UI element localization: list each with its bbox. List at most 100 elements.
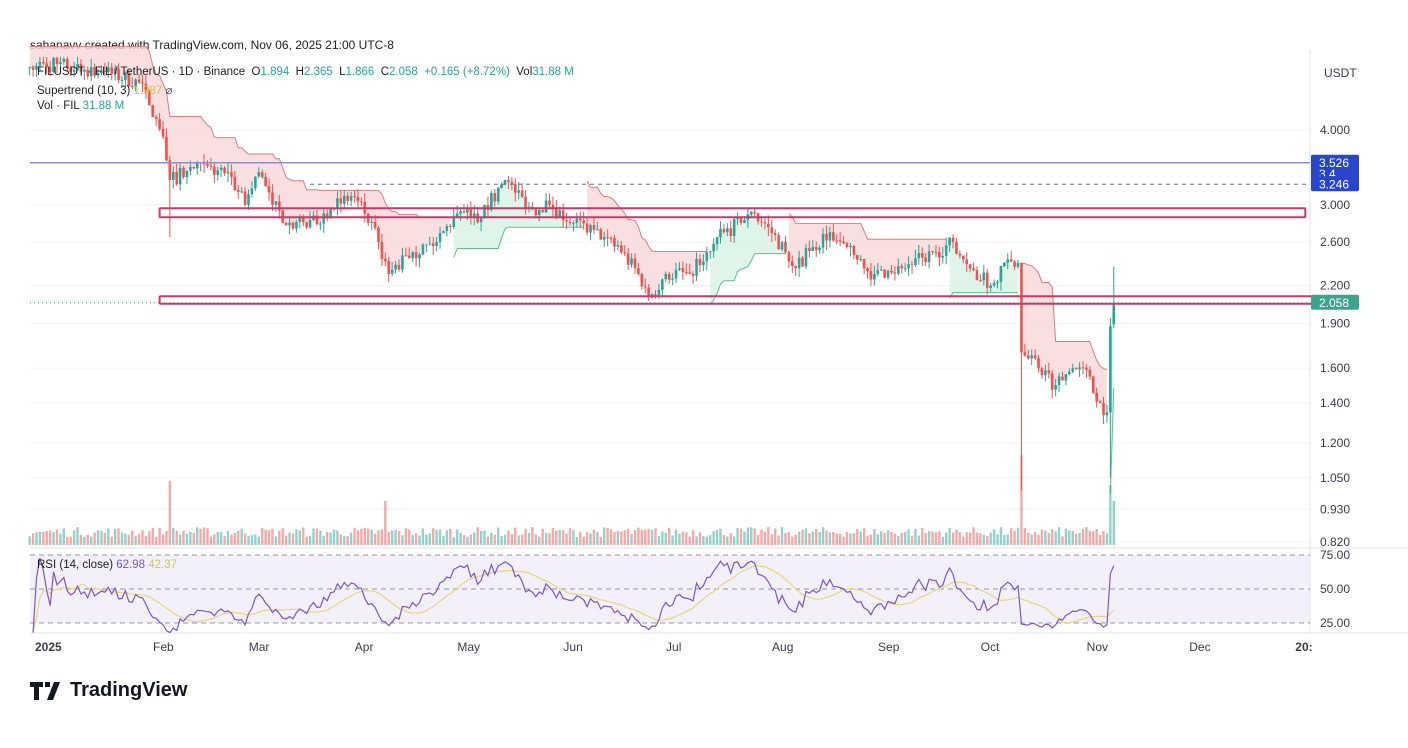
rsi-ma-value: 42.37 [148, 559, 178, 571]
supertrend-legend[interactable]: Supertrend (10, 3) 1.987 ⌀ [37, 83, 172, 97]
rsi-ma-line [32, 565, 1115, 633]
tradingview-logo[interactable]: TradingView [30, 679, 187, 702]
candle-body [284, 222, 288, 226]
time-axis-tick: Oct [981, 640, 1000, 654]
price-axis-tick: 1.050 [1320, 471, 1350, 485]
candle-body [1030, 355, 1033, 359]
hidden-eye-icon[interactable]: ⌀ [165, 85, 173, 97]
volume-bar [490, 532, 493, 545]
candle-body [910, 264, 914, 266]
candle-body [459, 211, 462, 214]
candle-body [83, 69, 86, 72]
volume-bar [189, 531, 192, 545]
candle-body [732, 219, 736, 236]
candle-body [797, 257, 801, 269]
volume-bar [1061, 536, 1064, 545]
volume-bar [390, 530, 394, 545]
candle-body [216, 170, 220, 175]
volume-bar [647, 528, 650, 545]
volume-bar [1088, 530, 1092, 545]
volume-bar [951, 532, 955, 545]
candle-body [743, 219, 746, 223]
candle-body [1091, 376, 1095, 393]
candle-body [1044, 370, 1047, 376]
candle-body [702, 261, 705, 265]
volume-bar [134, 536, 137, 545]
volume-bar [681, 531, 685, 545]
candle-body [370, 221, 373, 223]
time-axis-tick: Mar [249, 640, 270, 654]
time-axis-tick: Dec [1189, 640, 1210, 654]
candle-body [849, 246, 852, 248]
volume-bar [137, 534, 141, 545]
volume-bar [599, 536, 602, 545]
volume-bar [199, 528, 202, 545]
candle-body [715, 237, 719, 244]
volume-bar [753, 528, 756, 545]
candle-body [65, 59, 69, 69]
candle-body [127, 72, 131, 87]
candle-body [1047, 370, 1051, 374]
volume-bar [999, 527, 1003, 545]
supertrend-down-fill [1021, 263, 1107, 415]
candle-body [558, 210, 562, 218]
volume-bar [1057, 527, 1061, 545]
candle-body [38, 61, 42, 66]
candle-body [879, 269, 883, 271]
candle-body [821, 233, 825, 248]
volume-bar [76, 527, 79, 545]
candle-body [189, 166, 192, 171]
candle-body [927, 251, 931, 263]
volume-bar [172, 528, 175, 545]
volume-bar [527, 532, 531, 545]
candle-body [999, 266, 1003, 282]
candle-body [708, 251, 712, 253]
volume-bar [1040, 529, 1044, 545]
candle-body [787, 252, 791, 262]
volume-bar [131, 530, 134, 545]
rsi-legend[interactable]: RSI (14, close) 62.98 42.37 [37, 559, 177, 571]
volume-bar [31, 533, 35, 545]
candle-body [442, 231, 445, 233]
candle-body [421, 244, 425, 255]
candle-body [979, 280, 982, 282]
candle-body [1037, 358, 1040, 369]
volume-legend[interactable]: Vol · FIL 31.88 M [37, 100, 124, 112]
candle-body [938, 252, 941, 258]
volume-bar [182, 530, 185, 545]
candle-body [195, 162, 199, 169]
volume-bar [654, 528, 657, 545]
supertrend-down-line [586, 181, 707, 253]
volume-bar [856, 529, 859, 545]
candle-body [407, 255, 411, 259]
candle-body [1109, 326, 1112, 413]
volume-bar [466, 536, 469, 545]
volume-bar [579, 531, 582, 545]
volume-bar [1109, 485, 1112, 545]
volume-bar [216, 531, 219, 545]
supertrend-down-fill [587, 181, 707, 298]
price-chart[interactable]: USDT 4.000 3.000 2.600 2.200 1.900 1.600 1.400 1… [0, 0, 1408, 670]
volume-bar [575, 536, 579, 545]
candle-body [801, 257, 804, 267]
candle-body [185, 170, 189, 178]
support-resistance-zone [158, 207, 1307, 219]
candle-body [107, 67, 110, 72]
candle-body [291, 222, 295, 229]
candle-body [907, 264, 910, 269]
candle-body [305, 222, 308, 228]
volume-bar [1112, 501, 1115, 545]
candle-body [288, 222, 291, 226]
volume-bar [921, 527, 924, 545]
open-label: O [251, 66, 261, 78]
candle-body [452, 216, 456, 227]
candle-body [130, 86, 134, 88]
candle-body [93, 67, 96, 76]
candle-body [414, 252, 418, 259]
volume-bar [483, 530, 486, 545]
volume-bar [247, 535, 250, 545]
volume-bar [883, 532, 886, 545]
volume-bar [657, 536, 661, 545]
candle-body [79, 64, 83, 72]
last-price-label: 2.058 [1319, 296, 1349, 310]
